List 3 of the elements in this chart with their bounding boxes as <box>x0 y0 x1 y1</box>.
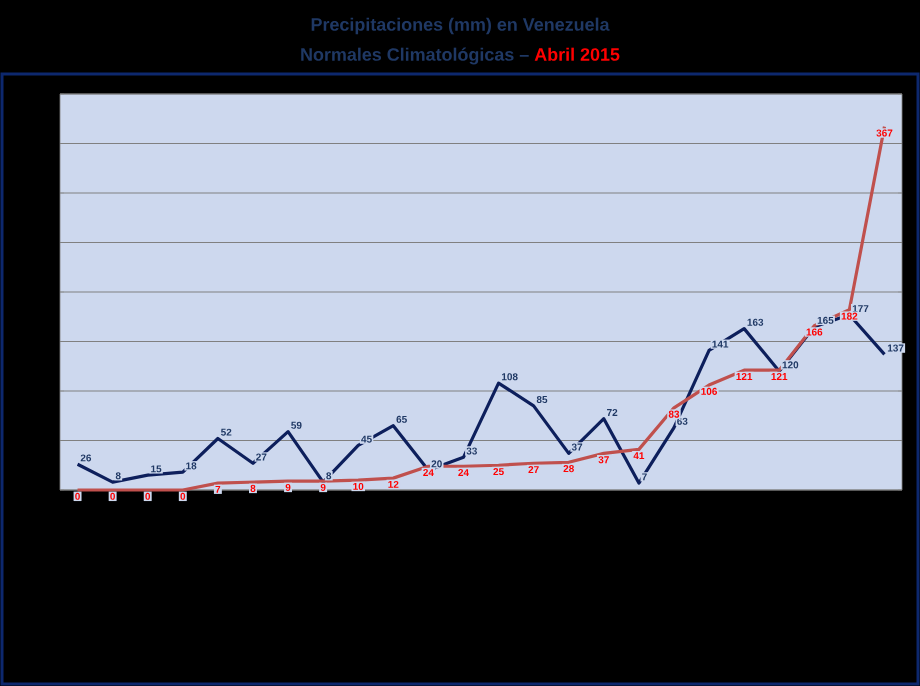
chart-subtitle: Normales Climatológicas – <box>301 47 529 65</box>
text: Abril 2015 <box>534 47 620 61</box>
chart-title: Precipitaciones (mm) en Venezuela <box>311 17 610 35</box>
